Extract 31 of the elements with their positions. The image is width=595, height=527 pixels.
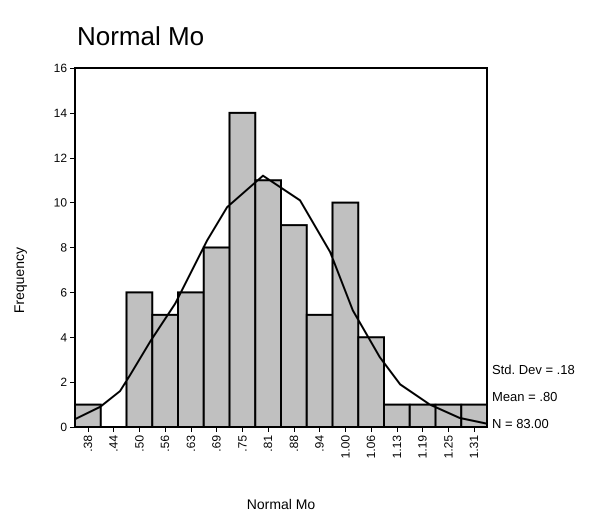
y-tick-label: 0 xyxy=(60,420,68,434)
x-tick-label: .56 xyxy=(158,434,172,452)
x-tick-label: .38 xyxy=(80,434,95,452)
x-tick-label: .50 xyxy=(132,434,146,452)
text: Std. Dev = .18 xyxy=(492,362,575,377)
y-tick-label: 10 xyxy=(54,196,68,210)
x-tick-label: 1.06 xyxy=(364,434,378,458)
text: N = 83.00 xyxy=(492,416,549,431)
x-tick-label: 1.19 xyxy=(416,434,430,458)
x-tick-label: 1.13 xyxy=(390,434,404,458)
y-tick-label: 2 xyxy=(60,375,68,390)
x-tick-label: .44 xyxy=(106,434,121,452)
y-tick-label: 12 xyxy=(54,150,68,165)
x-tick-label: 1.25 xyxy=(441,434,456,458)
x-tick-label: .75 xyxy=(235,434,250,452)
y-axis-title: Frequency xyxy=(11,246,27,314)
chart-title: Normal Mo xyxy=(77,21,204,51)
y-tick-label: 14 xyxy=(54,106,68,120)
x-tick-label: .69 xyxy=(210,434,224,452)
x-axis-title: Normal Mo xyxy=(246,496,316,512)
text: Mean = .80 xyxy=(492,389,558,404)
x-tick-label: .81 xyxy=(261,434,276,452)
x-tick-label: 1.00 xyxy=(338,434,352,458)
y-tick-label: 4 xyxy=(60,330,68,344)
x-tick-label: .63 xyxy=(184,434,198,452)
y-tick-label: 6 xyxy=(60,285,68,300)
x-tick-label: .88 xyxy=(286,434,301,452)
y-tick-label: 16 xyxy=(54,61,68,75)
x-tick-label: .94 xyxy=(312,434,327,452)
x-tick-label: 1.31 xyxy=(467,434,482,458)
y-tick-label: 8 xyxy=(60,240,68,254)
